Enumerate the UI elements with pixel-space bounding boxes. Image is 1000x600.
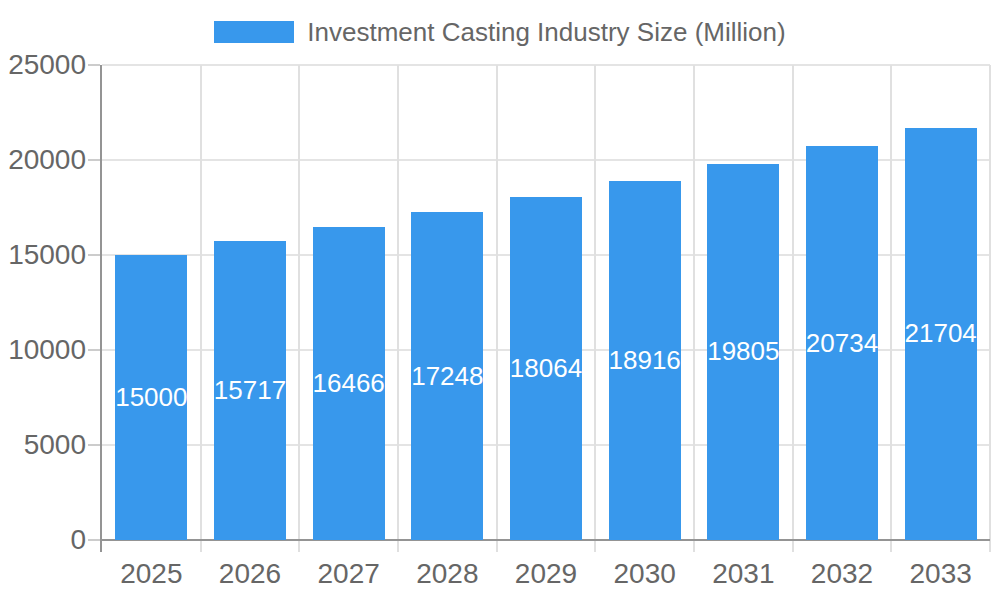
- x-axis-tick-label: 2032: [793, 559, 892, 589]
- gridline-horizontal: [102, 64, 990, 66]
- bar-chart: Investment Casting Industry Size (Millio…: [0, 0, 1000, 600]
- y-axis-tick-label: 25000: [0, 50, 86, 80]
- bar[interactable]: 16466: [313, 227, 385, 540]
- bar-value-label: 15000: [115, 382, 187, 413]
- y-axis-tick: [88, 159, 100, 161]
- x-axis-tick-label: 2027: [299, 559, 398, 589]
- bar[interactable]: 15000: [115, 255, 187, 540]
- x-axis-tick-label: 2026: [201, 559, 300, 589]
- y-axis-tick-label: 20000: [0, 145, 86, 175]
- bar-value-label: 21704: [905, 318, 977, 349]
- bar-value-label: 17248: [411, 361, 483, 392]
- bar-value-label: 20734: [806, 328, 878, 359]
- x-axis-tick-label: 2033: [891, 559, 990, 589]
- x-axis-tick-label: 2029: [497, 559, 596, 589]
- gridline-vertical: [200, 65, 202, 552]
- x-axis-tick-label: 2025: [102, 559, 201, 589]
- bar[interactable]: 20734: [806, 146, 878, 540]
- x-axis-tick-label: 2031: [694, 559, 793, 589]
- legend-item[interactable]: Investment Casting Industry Size (Millio…: [214, 17, 785, 48]
- bar-value-label: 19805: [707, 336, 779, 367]
- gridline-vertical: [989, 65, 991, 552]
- bar[interactable]: 17248: [411, 212, 483, 540]
- bar[interactable]: 15717: [214, 241, 286, 540]
- bar-value-label: 18916: [609, 345, 681, 376]
- plot-area: 0500010000150002000025000150002025157172…: [102, 65, 990, 540]
- y-axis-tick-label: 5000: [0, 430, 86, 460]
- gridline-vertical: [298, 65, 300, 552]
- bar-value-label: 18064: [510, 353, 582, 384]
- x-axis-tick-label: 2028: [398, 559, 497, 589]
- y-axis-tick-label: 15000: [0, 240, 86, 270]
- bar[interactable]: 18916: [609, 181, 681, 540]
- bar-value-label: 15717: [214, 375, 286, 406]
- gridline-vertical: [496, 65, 498, 552]
- gridline-vertical: [397, 65, 399, 552]
- bar[interactable]: 21704: [905, 128, 977, 540]
- y-axis-tick-label: 10000: [0, 335, 86, 365]
- bar-value-label: 16466: [313, 368, 385, 399]
- bar[interactable]: 18064: [510, 197, 582, 540]
- legend: Investment Casting Industry Size (Millio…: [0, 18, 1000, 46]
- gridline-vertical: [792, 65, 794, 552]
- y-axis-line: [100, 65, 102, 552]
- gridline-vertical: [890, 65, 892, 552]
- y-axis-tick: [88, 64, 100, 66]
- y-axis-tick: [88, 444, 100, 446]
- gridline-vertical: [594, 65, 596, 552]
- y-axis-tick: [88, 254, 100, 256]
- legend-swatch-icon: [214, 21, 294, 43]
- legend-label: Investment Casting Industry Size (Millio…: [307, 17, 785, 48]
- gridline-vertical: [693, 65, 695, 552]
- y-axis-tick: [88, 539, 100, 541]
- bar[interactable]: 19805: [707, 164, 779, 540]
- y-axis-tick-label: 0: [0, 525, 86, 555]
- y-axis-tick: [88, 349, 100, 351]
- x-axis-tick-label: 2030: [595, 559, 694, 589]
